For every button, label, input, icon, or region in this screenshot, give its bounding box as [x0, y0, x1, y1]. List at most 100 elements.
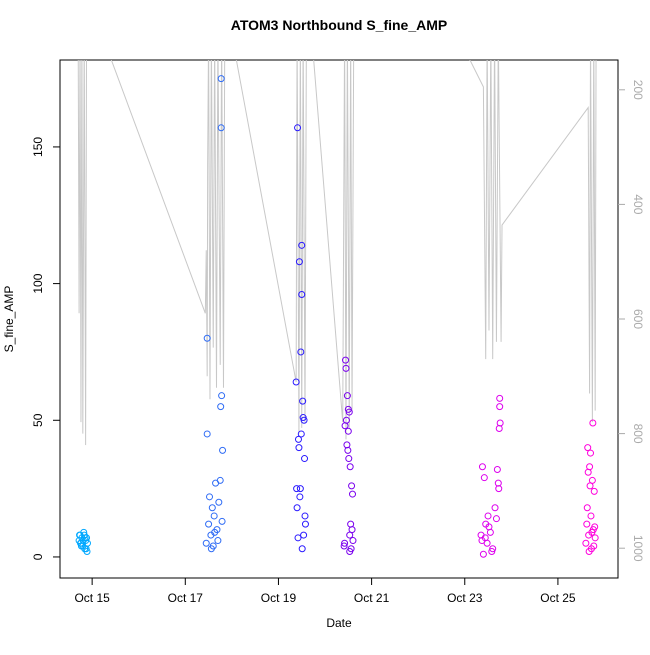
point: [584, 444, 592, 452]
point: [293, 485, 301, 493]
point: [298, 241, 306, 249]
point: [496, 394, 504, 402]
x-tick-label: Oct 15: [74, 591, 110, 605]
point: [296, 493, 304, 501]
point: [218, 517, 226, 525]
point: [590, 542, 598, 550]
point: [583, 520, 591, 528]
point: [348, 526, 356, 534]
point: [344, 446, 352, 454]
point: [584, 468, 592, 476]
point: [215, 498, 223, 506]
point: [298, 545, 306, 553]
plot-frame: [59, 59, 619, 579]
point: [210, 512, 218, 520]
point: [493, 465, 501, 473]
x-tick-label: Oct 25: [540, 591, 576, 605]
point: [217, 75, 225, 83]
point: [341, 539, 349, 547]
point: [299, 397, 307, 405]
point: [343, 392, 351, 400]
point: [590, 487, 598, 495]
point: [297, 430, 305, 438]
x-tick-label: Oct 17: [168, 591, 204, 605]
point: [587, 449, 595, 457]
point: [202, 539, 210, 547]
x-tick-label: Oct 21: [354, 591, 390, 605]
point: [217, 124, 225, 132]
point: [76, 531, 84, 539]
point: [348, 482, 356, 490]
point: [294, 124, 302, 132]
y-tick-label: 50: [31, 413, 45, 427]
point: [342, 364, 350, 372]
point: [211, 528, 219, 536]
point: [300, 531, 308, 539]
point: [496, 403, 504, 411]
point: [582, 539, 590, 547]
y2-tick-label: 800: [631, 424, 645, 444]
y-axis-label: S_fine_AMP: [2, 286, 16, 353]
point: [591, 523, 599, 531]
point: [76, 539, 84, 547]
point: [214, 537, 222, 545]
point: [294, 435, 302, 443]
point: [479, 550, 487, 558]
point: [478, 537, 486, 545]
point: [349, 537, 357, 545]
point: [345, 408, 353, 416]
point: [491, 504, 499, 512]
x-tick-label: Oct 23: [447, 591, 483, 605]
chart-title: ATOM3 Northbound S_fine_AMP: [231, 17, 447, 33]
point: [494, 479, 502, 487]
point: [301, 512, 309, 520]
point: [297, 348, 305, 356]
point: [295, 258, 303, 266]
point: [480, 474, 488, 482]
point: [295, 444, 303, 452]
point: [589, 419, 597, 427]
point: [301, 520, 309, 528]
point: [342, 356, 350, 364]
y2-tick-label: 200: [631, 80, 645, 100]
point: [208, 504, 216, 512]
plot-area: [75, 60, 599, 558]
y2-tick-label: 600: [631, 309, 645, 329]
point: [586, 482, 594, 490]
x-axis-label: Date: [326, 616, 352, 630]
point: [485, 523, 493, 531]
point: [216, 476, 224, 484]
y-tick-label: 100: [31, 273, 45, 293]
point: [203, 334, 211, 342]
point: [346, 547, 354, 555]
point: [484, 512, 492, 520]
point: [341, 422, 349, 430]
depth-line: [77, 60, 597, 446]
point: [293, 504, 301, 512]
point: [298, 291, 306, 299]
point: [340, 542, 348, 550]
y2-tick-label: 400: [631, 194, 645, 214]
point: [294, 534, 302, 542]
point: [495, 424, 503, 432]
point: [219, 446, 227, 454]
point: [583, 504, 591, 512]
point: [292, 378, 300, 386]
y-tick-label: 0: [31, 553, 45, 560]
point: [82, 545, 90, 553]
point: [495, 485, 503, 493]
point: [217, 403, 225, 411]
point: [585, 547, 593, 555]
point: [591, 534, 599, 542]
point: [206, 493, 214, 501]
point: [300, 416, 308, 424]
point: [344, 427, 352, 435]
point: [218, 392, 226, 400]
point: [301, 455, 309, 463]
point: [203, 430, 211, 438]
point: [587, 512, 595, 520]
point: [207, 545, 215, 553]
point: [346, 463, 354, 471]
